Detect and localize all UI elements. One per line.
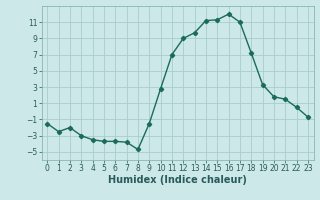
X-axis label: Humidex (Indice chaleur): Humidex (Indice chaleur) bbox=[108, 175, 247, 185]
